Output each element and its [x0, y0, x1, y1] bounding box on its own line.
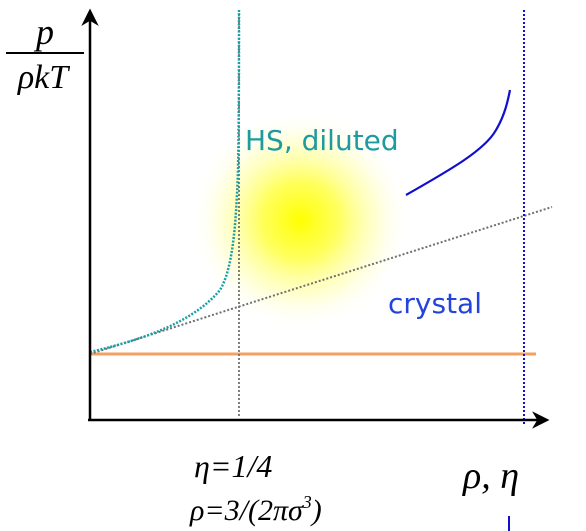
ideal-gas-dotted-line — [89, 206, 553, 355]
y-axis-label-denominator: ρkT — [17, 59, 70, 96]
rho-annotation: ρ=3/(2πσ3) — [189, 492, 322, 527]
y-axis-label-numerator: p — [33, 12, 54, 52]
teal-pressure-curve — [89, 9, 241, 354]
x-axis-label: ρ, η — [462, 455, 519, 497]
eta-annotation: η=1/4 — [194, 448, 272, 484]
blue-pressure-curve — [405, 89, 512, 196]
crystal-label: crystal — [388, 287, 482, 320]
highlight-glow — [190, 110, 410, 330]
hs-diluted-label: HS, diluted — [245, 124, 399, 157]
